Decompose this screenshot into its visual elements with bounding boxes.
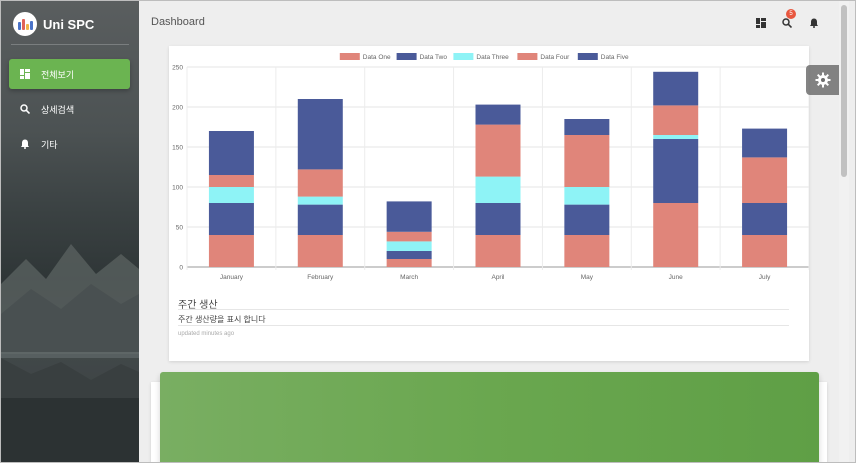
sidebar-item-etc[interactable]: 기타 xyxy=(9,129,130,159)
brand-name: Uni SPC xyxy=(43,16,95,32)
stacked-bar-chart: 0 50 100 150 200 250 January February March April… xyxy=(172,53,809,281)
bar-segment xyxy=(742,203,788,235)
divider xyxy=(11,44,129,45)
bar-segment xyxy=(564,119,610,135)
bar-segment xyxy=(386,241,432,251)
card-category: 주간 생산량을 표시 합니다 xyxy=(178,315,266,324)
legend-swatch xyxy=(339,53,360,60)
y-tick-label: 250 xyxy=(172,65,183,72)
scrollbar-thumb[interactable] xyxy=(841,5,847,177)
x-tick-label: January xyxy=(220,274,244,281)
x-tick-label: April xyxy=(491,274,505,281)
gear-icon xyxy=(815,72,830,88)
legend-swatch xyxy=(517,53,538,60)
bar-segment xyxy=(653,135,699,139)
legend-label: Data One xyxy=(363,54,391,61)
bar-segment xyxy=(653,105,699,135)
bar-segment xyxy=(297,196,343,205)
legend-label: Data Four xyxy=(540,54,570,61)
bar-segment xyxy=(653,71,699,106)
sidebar-item-detail-search[interactable]: 상세검색 xyxy=(9,94,130,124)
page-title: Dashboard xyxy=(151,16,205,28)
dashboard-icon[interactable] xyxy=(755,17,767,29)
settings-tab[interactable] xyxy=(806,65,839,95)
brand-logo-icon xyxy=(13,12,37,36)
bar-segment xyxy=(475,203,521,235)
bar-segment xyxy=(653,139,699,203)
search-icon xyxy=(20,104,30,114)
bell-icon xyxy=(20,139,30,149)
sidebar-item-label: 상세검색 xyxy=(41,104,75,115)
dashboard-icon xyxy=(20,69,30,79)
search-icon[interactable] xyxy=(781,17,793,29)
card-title: 주간 생산 xyxy=(178,300,218,311)
bar-segment xyxy=(475,124,521,177)
sidebar-item-overview[interactable]: 전체보기 xyxy=(9,59,130,89)
bar-segment xyxy=(297,99,343,170)
y-tick-label: 0 xyxy=(179,265,183,272)
divider xyxy=(178,309,789,310)
bar-segment xyxy=(208,175,254,187)
bar-segment xyxy=(386,259,432,267)
legend-swatch xyxy=(396,53,417,60)
bar-segment xyxy=(208,187,254,203)
bar-segment xyxy=(297,235,343,267)
bar-segment xyxy=(653,203,699,267)
x-tick-label: February xyxy=(307,274,334,281)
brand[interactable]: Uni SPC xyxy=(13,11,94,37)
sidebar-background-image xyxy=(1,244,139,462)
bar-segment xyxy=(386,251,432,259)
bar-segment xyxy=(208,131,254,175)
card-footer: updated minutes ago xyxy=(178,331,235,337)
bar-segment xyxy=(742,128,788,158)
sidebar: Uni SPC 전체보기 상세검색 기타 xyxy=(1,1,139,462)
bar-segment xyxy=(386,201,432,232)
bar-segment xyxy=(742,157,788,203)
bar-segment xyxy=(297,204,343,235)
bar-segment xyxy=(564,135,610,187)
notification-badge: 5 xyxy=(786,9,796,19)
secondary-card-header xyxy=(160,372,819,462)
legend-label: Data Three xyxy=(476,54,509,61)
x-tick-label: July xyxy=(759,274,771,281)
sidebar-item-label: 전체보기 xyxy=(41,69,75,80)
y-tick-label: 200 xyxy=(172,105,183,112)
x-tick-label: June xyxy=(669,274,683,281)
y-tick-label: 50 xyxy=(176,225,184,232)
sidebar-item-label: 기타 xyxy=(41,139,58,150)
bar-segment xyxy=(564,204,610,235)
y-tick-label: 150 xyxy=(172,145,183,152)
bell-icon[interactable] xyxy=(808,17,820,29)
bar-segment xyxy=(742,235,788,267)
legend-label: Data Two xyxy=(420,54,448,61)
bar-segment xyxy=(475,104,521,125)
chart-card: 0 50 100 150 200 250 January February March April… xyxy=(169,46,809,361)
bar-segment xyxy=(475,235,521,267)
x-tick-label: March xyxy=(400,274,418,281)
scrollbar-track[interactable] xyxy=(839,1,849,462)
legend-label: Data Five xyxy=(601,54,629,61)
bar-segment xyxy=(564,187,610,205)
x-tick-label: May xyxy=(581,274,594,281)
bar-segment xyxy=(297,169,343,197)
bar-segment xyxy=(564,235,610,267)
bar-segment xyxy=(386,231,432,242)
bar-segment xyxy=(208,203,254,235)
bar-segment xyxy=(208,235,254,267)
legend-swatch xyxy=(577,53,598,60)
y-tick-label: 100 xyxy=(172,185,183,192)
legend-swatch xyxy=(453,53,474,60)
bar-segment xyxy=(475,176,521,203)
divider xyxy=(178,325,789,326)
